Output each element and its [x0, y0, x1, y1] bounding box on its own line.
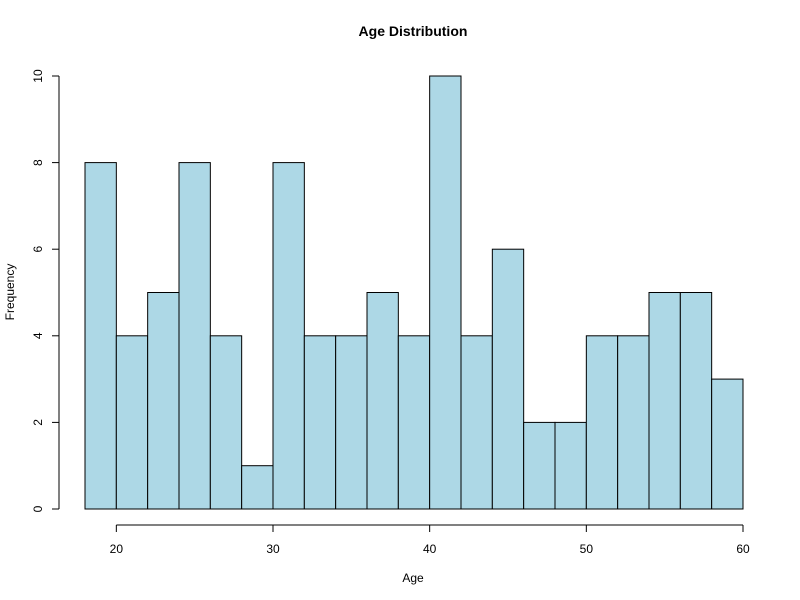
histogram-bar — [397, 335, 431, 510]
histogram-bar — [366, 292, 399, 510]
y-tick-label: 6 — [31, 246, 45, 253]
x-axis-label: Age — [402, 571, 424, 585]
y-tick-label: 8 — [31, 159, 45, 166]
y-axis-label: Frequency — [3, 264, 17, 321]
y-tick-label: 2 — [31, 419, 45, 426]
histogram-bar — [460, 335, 493, 510]
x-tick-label: 50 — [580, 542, 594, 556]
histogram-bar — [335, 335, 368, 510]
x-tick-label: 20 — [110, 542, 124, 556]
y-tick-label: 10 — [31, 69, 45, 83]
histogram-bar — [178, 162, 211, 510]
x-tick-label: 60 — [736, 542, 750, 556]
histogram-bar — [523, 421, 556, 510]
histogram-bar — [429, 75, 462, 510]
y-axis: 0 2 4 6 8 10 — [31, 69, 60, 512]
histogram-bar — [554, 421, 587, 510]
histogram-bar — [209, 335, 243, 510]
y-tick-label: 0 — [31, 505, 45, 512]
histogram-bar — [84, 162, 117, 510]
x-tick-label: 40 — [423, 542, 437, 556]
x-axis: 20 30 40 50 60 — [110, 524, 750, 556]
chart-title: Age Distribution — [359, 23, 468, 39]
histogram-bar — [617, 335, 650, 510]
histogram-bar — [241, 465, 274, 510]
histogram-bar — [147, 292, 180, 510]
x-tick-label: 30 — [266, 542, 280, 556]
histogram-bar — [711, 378, 744, 510]
histogram-bar — [491, 248, 525, 510]
y-tick-label: 4 — [31, 332, 45, 339]
histogram-bar — [648, 292, 681, 510]
histogram-bar — [303, 335, 337, 510]
histogram-bar — [272, 162, 305, 510]
bars-group — [84, 75, 744, 510]
histogram-bar — [679, 292, 713, 510]
histogram-bar — [585, 335, 619, 510]
histogram-bar — [115, 335, 149, 510]
